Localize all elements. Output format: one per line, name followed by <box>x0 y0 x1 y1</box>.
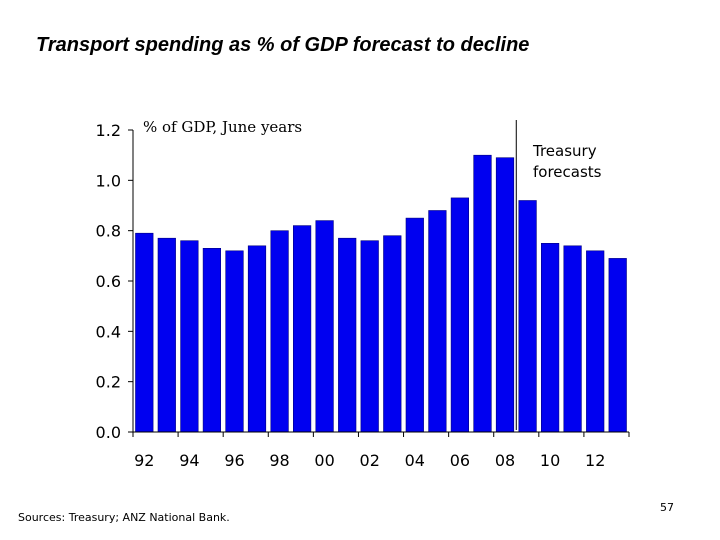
y-tick-label: 0.0 <box>96 423 121 442</box>
slide-title: Transport spending as % of GDP forecast … <box>36 34 530 56</box>
bar-1996 <box>225 250 244 433</box>
x-tick-label: 10 <box>540 451 560 470</box>
bar-2003 <box>383 235 402 433</box>
bar-2011 <box>563 245 582 433</box>
bar-1995 <box>202 248 222 433</box>
source-note: Sources: Treasury; ANZ National Bank. <box>18 511 230 524</box>
unit-label: % of GDP, June years <box>143 118 303 136</box>
bar-2002 <box>360 240 379 433</box>
bar-2000 <box>315 220 334 433</box>
x-tick-label: 92 <box>134 451 154 470</box>
x-tick-label: 12 <box>585 451 605 470</box>
annotation-line-1: Treasury <box>533 142 597 160</box>
x-tick-label: 06 <box>450 451 470 470</box>
bar-2005 <box>428 210 447 433</box>
bar-2013 <box>608 258 627 433</box>
bar-2006 <box>450 197 470 433</box>
x-tick-label: 02 <box>360 451 380 470</box>
bar-1993 <box>157 237 176 433</box>
x-tick-label: 94 <box>179 451 199 470</box>
x-tick-label: 98 <box>269 451 289 470</box>
bar-1992 <box>135 232 154 433</box>
annotation-line-2: forecasts <box>533 163 602 181</box>
y-tick-label: 0.2 <box>96 373 121 392</box>
bar-1997 <box>247 245 267 433</box>
x-tick-label: 04 <box>405 451 425 470</box>
x-tick-label: 96 <box>224 451 244 470</box>
page-number: 57 <box>660 501 674 514</box>
bar-2010 <box>540 243 560 433</box>
bar-2008 <box>495 157 515 433</box>
y-tick-label: 1.2 <box>96 121 121 140</box>
bar-2007 <box>473 154 492 433</box>
x-tick-label: 08 <box>495 451 515 470</box>
bar-1994 <box>180 240 199 433</box>
bar-2004 <box>405 217 424 433</box>
y-tick-label: 0.4 <box>96 322 121 341</box>
y-tick-label: 0.8 <box>96 222 121 241</box>
forecast-annotation: Treasury forecasts <box>533 141 601 183</box>
bar-2001 <box>338 237 357 433</box>
bar-1998 <box>270 230 289 433</box>
bar-2009 <box>518 200 537 433</box>
bar-1999 <box>292 225 312 433</box>
bar-2012 <box>586 250 605 433</box>
y-tick-label: 1.0 <box>96 171 121 190</box>
x-tick-label: 00 <box>314 451 334 470</box>
y-tick-label: 0.6 <box>96 272 121 291</box>
